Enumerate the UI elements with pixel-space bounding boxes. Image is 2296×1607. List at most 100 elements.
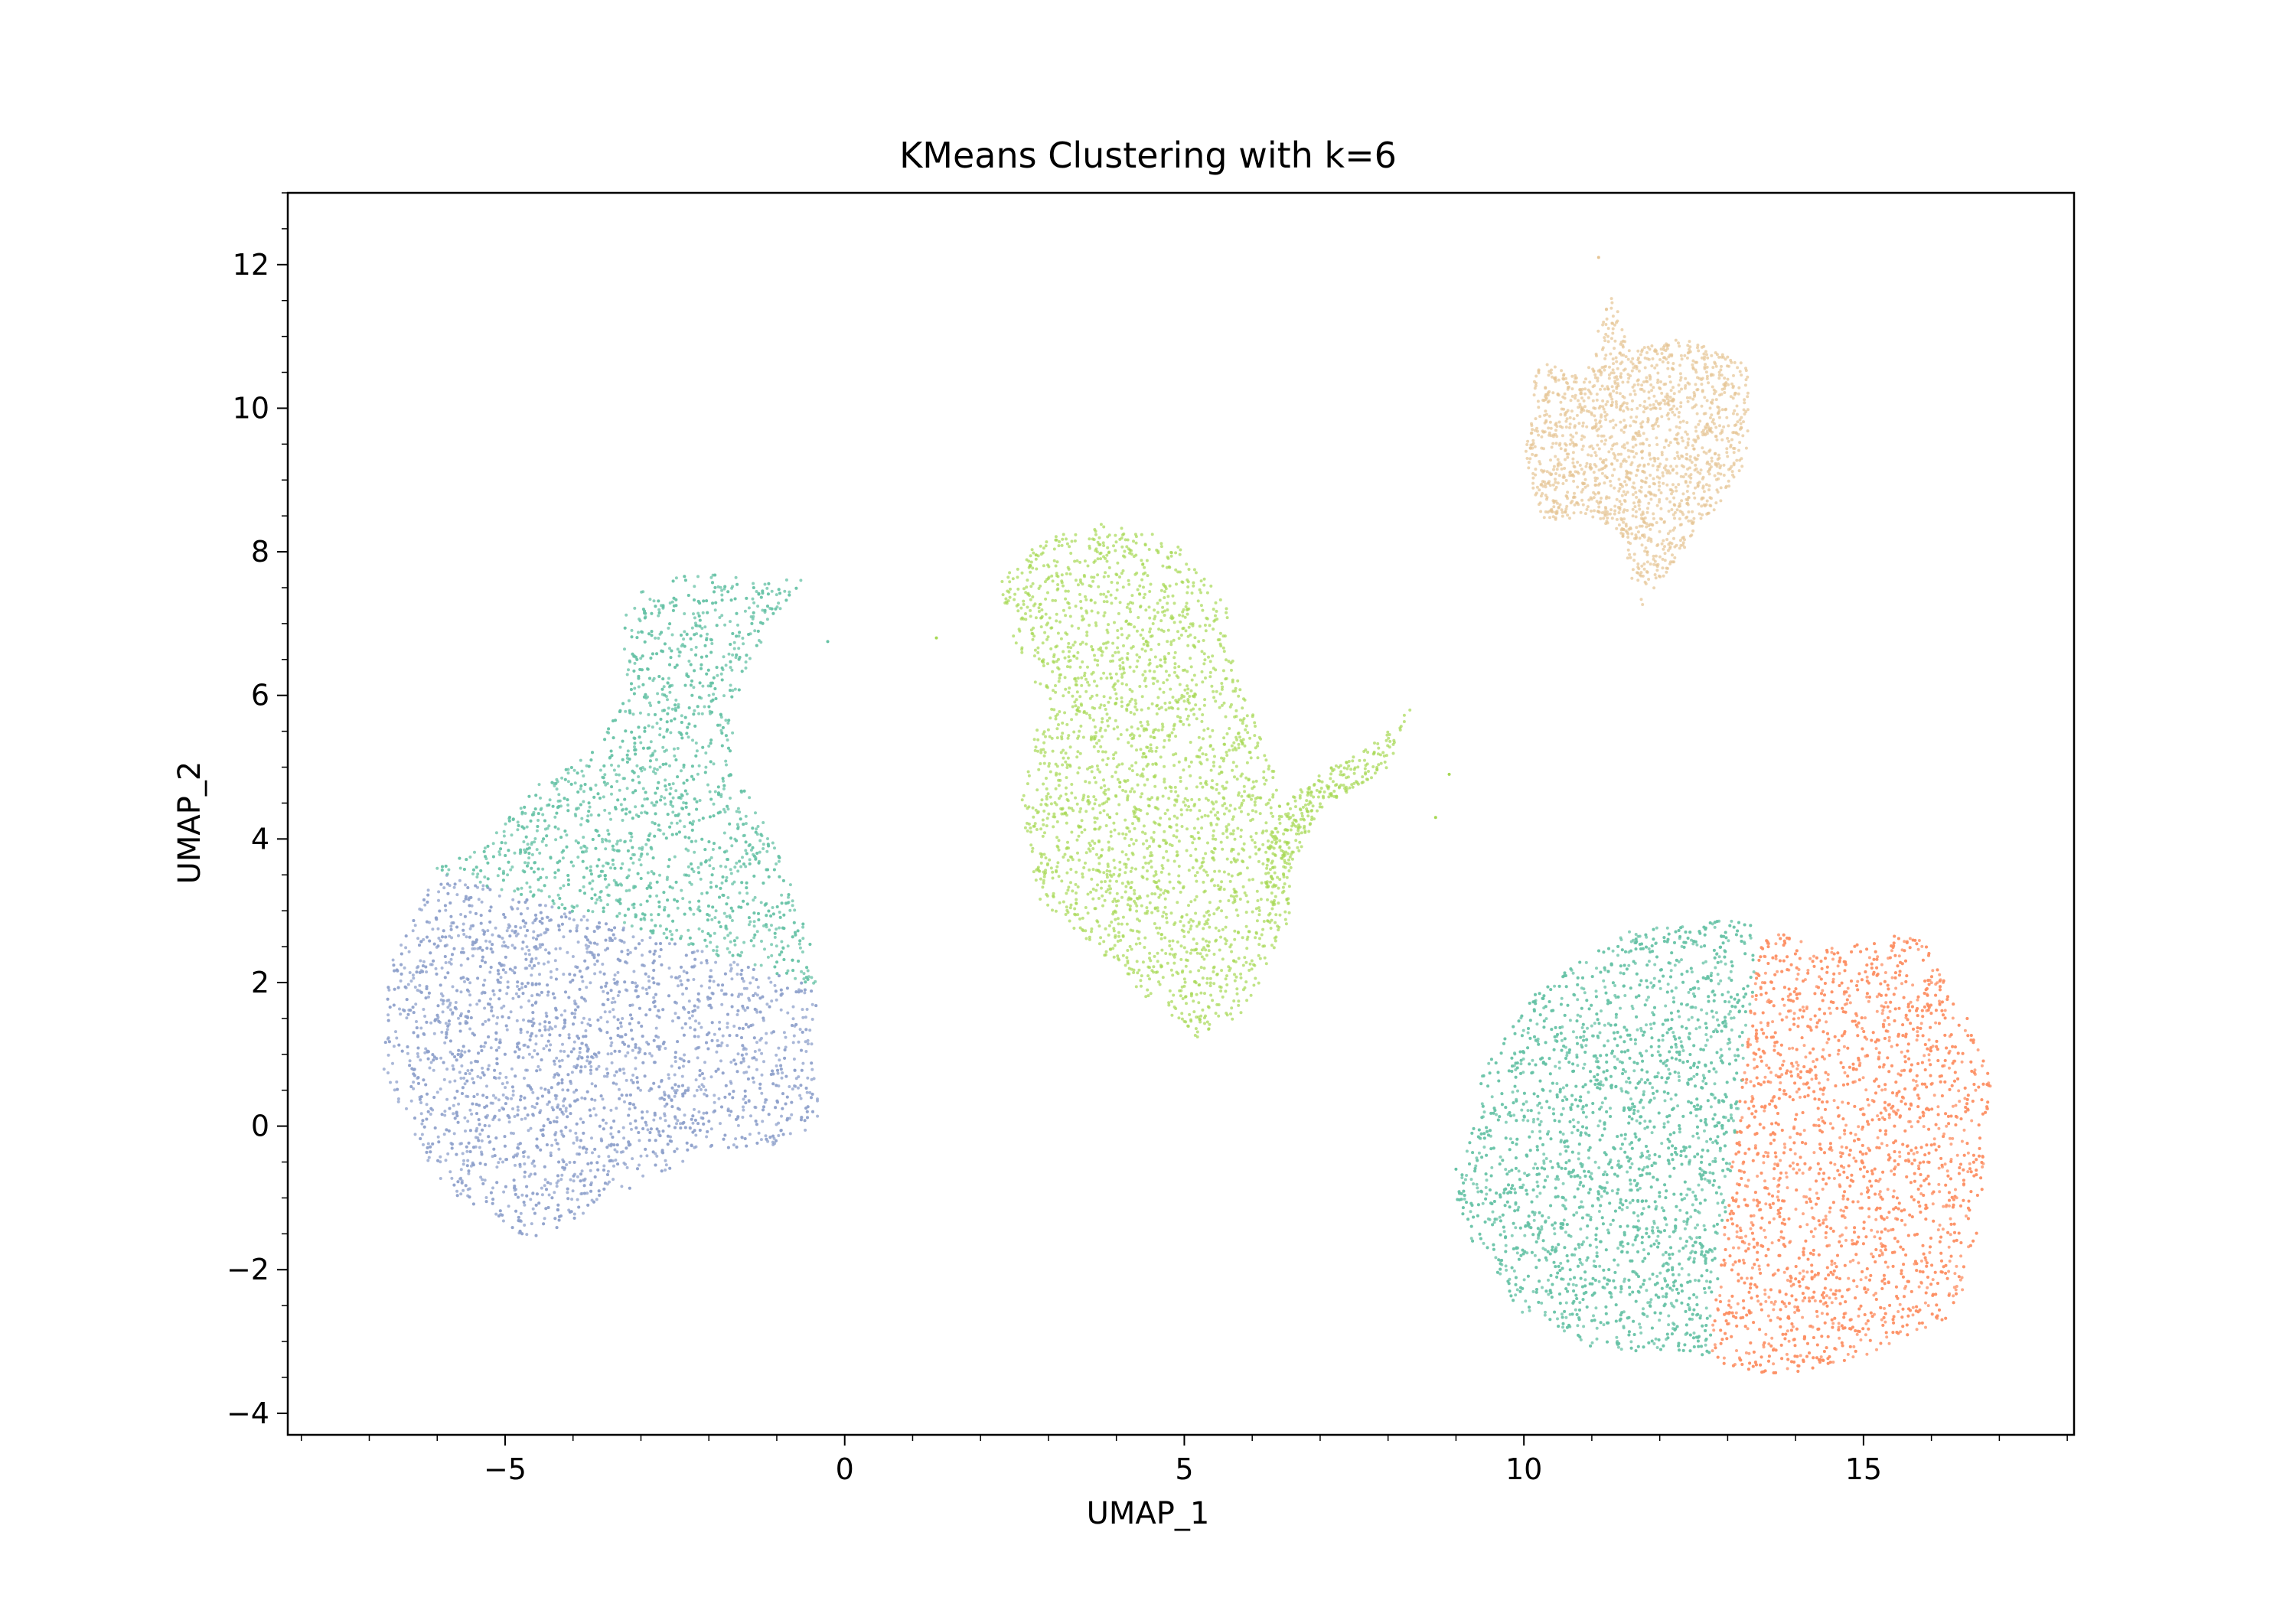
data-point [584,1043,588,1047]
data-point [679,937,683,940]
data-point [479,869,483,872]
data-point [592,1052,596,1056]
data-point [753,1007,757,1011]
data-point [461,1086,465,1090]
data-point [769,914,773,918]
data-point [603,1182,607,1185]
data-point [563,1050,566,1053]
data-point [415,970,419,974]
data-point [765,1098,768,1102]
data-point [741,1044,745,1048]
data-point [773,931,777,935]
data-point [716,1068,720,1071]
data-point [793,908,797,912]
data-point [654,1035,658,1038]
data-point [779,1064,783,1068]
data-point [801,937,805,940]
data-point [753,963,757,966]
data-point [446,1152,450,1156]
data-point [625,787,629,790]
data-point [448,1039,452,1043]
data-point [566,804,570,807]
data-point [726,1146,730,1149]
data-point [690,862,693,865]
data-point [683,1022,687,1025]
data-point [597,858,601,862]
data-point [732,939,736,943]
data-point [530,966,534,970]
data-point [458,1071,461,1074]
data-point [556,869,560,872]
data-point [810,989,814,993]
data-point [654,791,657,795]
data-point [610,1061,614,1064]
data-point [705,891,709,895]
data-point [741,637,745,640]
data-point [523,851,527,855]
data-point [497,1109,501,1112]
data-point [657,637,660,640]
data-point [752,614,755,618]
data-point [708,979,712,983]
data-point [551,804,555,808]
data-point [600,1139,604,1143]
data-point [586,1048,590,1051]
data-point [611,859,615,862]
data-point [692,912,696,916]
data-point [445,1068,449,1071]
data-point [616,1018,620,1022]
data-point [615,780,619,783]
data-point [683,630,687,634]
data-point [494,1031,498,1035]
data-point [625,1165,629,1169]
data-point [597,875,601,878]
data-point [682,781,686,785]
data-point [422,1143,425,1146]
data-point [634,981,638,985]
data-point [504,1185,507,1188]
data-point [436,944,440,948]
data-point [620,1185,624,1188]
data-point [707,840,711,843]
data-point [570,1071,574,1074]
data-point [525,1068,529,1072]
data-point [754,830,758,834]
data-point [643,726,647,730]
data-point [604,938,608,942]
data-point [534,794,538,797]
data-point [487,1135,491,1139]
data-point [696,998,700,1002]
data-point [466,886,470,889]
data-point [712,676,716,680]
data-point [759,901,763,905]
data-point [491,950,494,954]
data-point [484,939,488,943]
data-point [655,894,659,898]
data-point [555,1185,559,1188]
data-point [683,1113,687,1117]
data-point [467,1049,471,1053]
data-point [562,1160,566,1164]
data-point [481,983,485,987]
data-point [634,805,638,809]
data-point [478,1162,482,1165]
data-point [694,645,698,649]
data-point [735,1034,739,1038]
data-point [505,1028,509,1032]
data-point [519,926,523,930]
data-point [458,1029,462,1033]
data-point [739,1061,743,1064]
data-point [566,878,570,882]
data-point [535,829,539,833]
data-point [621,1126,625,1129]
data-point [613,1074,617,1077]
data-point [696,575,700,579]
data-point [677,654,681,658]
data-point [413,924,417,927]
data-point [743,609,747,613]
data-point [549,1182,553,1185]
data-point [715,949,719,953]
data-point [677,830,681,834]
data-point [647,1042,651,1046]
data-point [529,890,533,894]
